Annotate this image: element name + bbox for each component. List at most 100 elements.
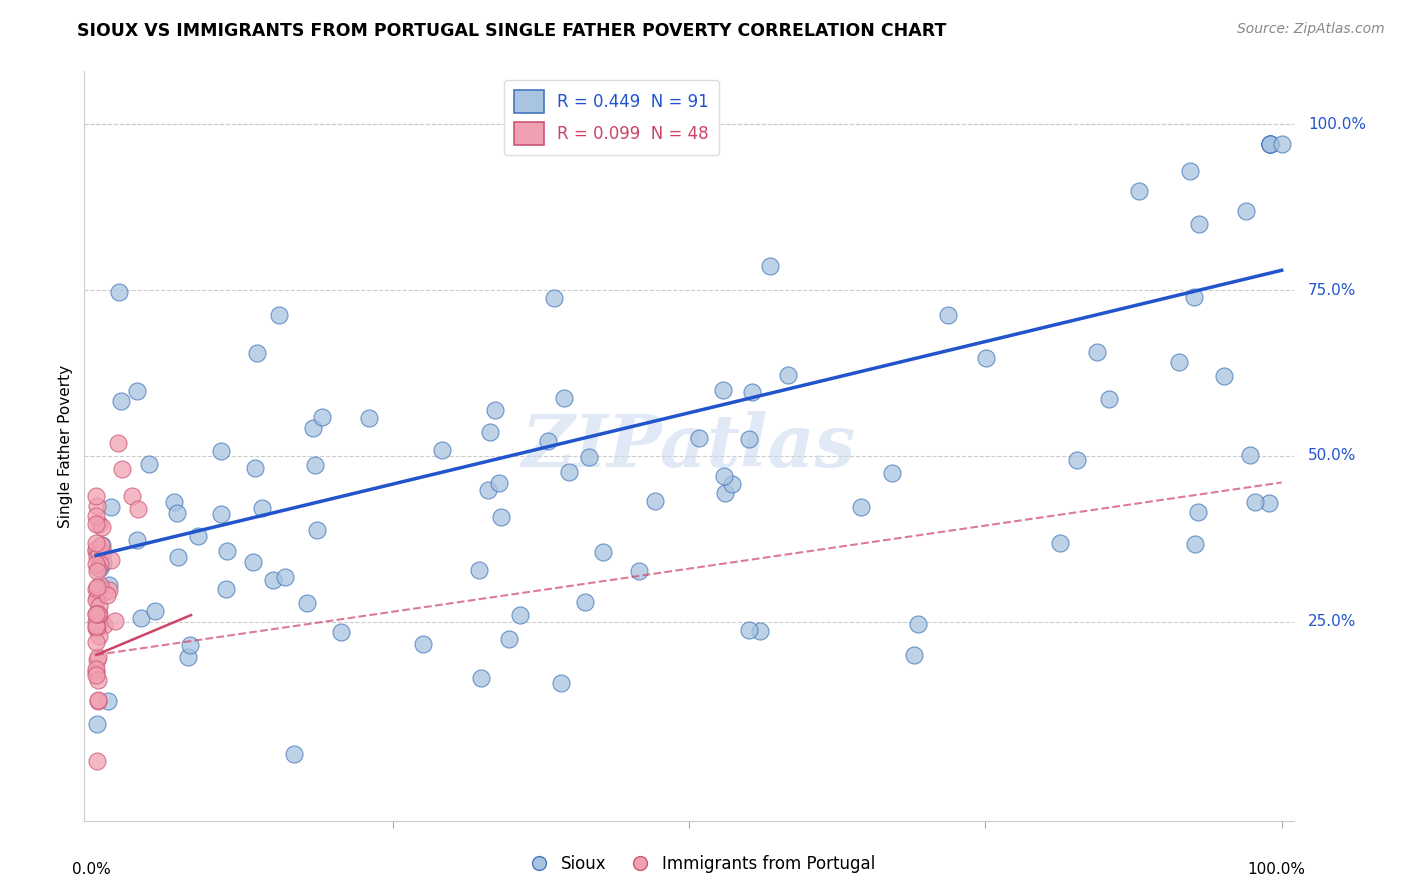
Point [1258, 137, 1281, 152]
Point [97, 578, 120, 592]
Point [84, 536, 107, 550]
Point [86, 653, 108, 667]
Point [1182, 290, 1205, 304]
Point [470, 671, 492, 685]
Point [574, 595, 596, 609]
Point [246, 346, 269, 360]
Point [91, 520, 114, 534]
Point [87, 694, 110, 708]
Point [84, 621, 107, 635]
Point [84, 635, 107, 649]
Point [121, 489, 143, 503]
Point [592, 544, 614, 558]
Point [86, 499, 108, 513]
Point [87, 599, 110, 613]
Point [907, 617, 929, 632]
Point [1258, 137, 1281, 152]
Point [537, 434, 560, 449]
Point [87, 546, 110, 560]
Point [104, 615, 127, 629]
Point [163, 495, 186, 509]
Point [127, 502, 149, 516]
Point [543, 291, 565, 305]
Point [578, 450, 600, 464]
Point [644, 493, 666, 508]
Point [267, 309, 290, 323]
Point [329, 625, 352, 640]
Point [129, 611, 152, 625]
Point [107, 285, 129, 299]
Point [86, 590, 108, 604]
Point [86, 541, 108, 556]
Point [125, 384, 148, 398]
Point [1258, 137, 1281, 152]
Point [880, 466, 903, 480]
Point [1213, 368, 1236, 383]
Point [1178, 164, 1201, 178]
Point [215, 582, 238, 597]
Point [720, 477, 742, 491]
Text: 50.0%: 50.0% [1308, 449, 1357, 464]
Point [89, 629, 111, 643]
Point [96, 588, 118, 602]
Point [738, 432, 761, 446]
Point [89, 578, 111, 592]
Point [87, 516, 110, 531]
Point [209, 444, 232, 458]
Point [100, 500, 122, 514]
Point [86, 593, 108, 607]
Point [87, 607, 110, 622]
Point [297, 596, 319, 610]
Point [359, 411, 381, 425]
Point [86, 550, 108, 565]
Point [1168, 355, 1191, 369]
Point [90, 539, 112, 553]
Point [87, 649, 110, 664]
Point [974, 351, 997, 366]
Point [84, 668, 107, 682]
Point [1085, 344, 1108, 359]
Point [84, 582, 107, 597]
Point [412, 637, 434, 651]
Point [488, 476, 510, 491]
Point [714, 486, 737, 500]
Point [274, 570, 297, 584]
Point [97, 694, 120, 708]
Point [302, 420, 325, 434]
Point [86, 620, 108, 634]
Point [903, 648, 925, 662]
Point [759, 259, 782, 273]
Point [550, 675, 572, 690]
Point [283, 747, 305, 762]
Point [187, 529, 209, 543]
Point [93, 585, 115, 599]
Point [215, 544, 238, 558]
Point [138, 457, 160, 471]
Point [477, 483, 499, 498]
Point [1258, 496, 1281, 510]
Point [713, 383, 735, 397]
Point [628, 564, 651, 578]
Point [498, 632, 520, 647]
Point [86, 662, 108, 676]
Point [93, 618, 115, 632]
Point [1049, 536, 1071, 550]
Point [484, 402, 506, 417]
Point [1271, 137, 1294, 152]
Point [311, 410, 333, 425]
Text: 100.0%: 100.0% [1308, 117, 1367, 132]
Point [89, 557, 111, 571]
Point [86, 607, 108, 621]
Point [166, 506, 188, 520]
Point [1187, 505, 1209, 519]
Point [936, 309, 959, 323]
Legend: R = 0.449  N = 91, R = 0.099  N = 48: R = 0.449 N = 91, R = 0.099 N = 48 [503, 79, 718, 155]
Point [125, 533, 148, 547]
Point [1188, 217, 1211, 231]
Point [250, 500, 273, 515]
Point [1239, 448, 1261, 462]
Point [84, 665, 107, 679]
Point [89, 580, 111, 594]
Point [179, 638, 201, 652]
Point [84, 489, 107, 503]
